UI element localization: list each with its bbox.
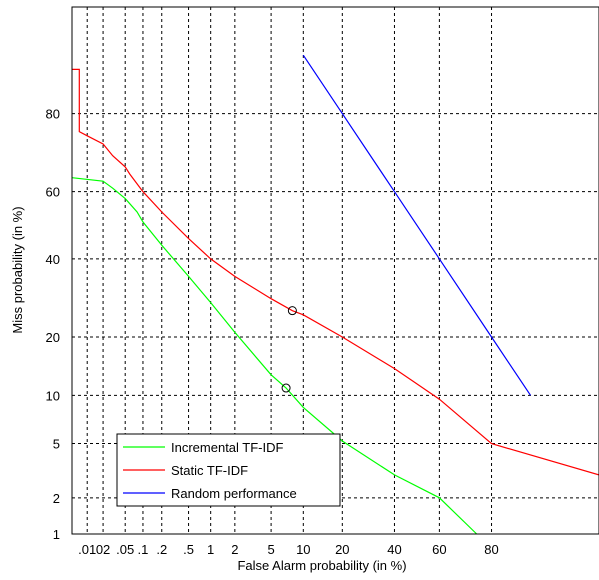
y-tick-label: 80 bbox=[46, 107, 60, 122]
x-tick-label: .05 bbox=[116, 542, 134, 557]
y-tick-labels: 1 2 5 10 20 40 60 80 bbox=[46, 107, 60, 542]
x-tick-label: 60 bbox=[432, 542, 446, 557]
operating-point-marker bbox=[287, 306, 297, 316]
x-tick-label: 2 bbox=[231, 542, 238, 557]
y-tick-label: 5 bbox=[53, 437, 60, 452]
x-tick-label: .1 bbox=[138, 542, 149, 557]
x-tick-label: .2 bbox=[156, 542, 167, 557]
legend-label: Random performance bbox=[171, 486, 297, 501]
legend-label: Incremental TF-IDF bbox=[171, 440, 284, 455]
series-layer bbox=[71, 54, 599, 535]
x-tick-label: .01 bbox=[78, 542, 96, 557]
y-axis-label: Miss probability (in %) bbox=[10, 206, 25, 333]
x-axis-label: False Alarm probability (in %) bbox=[237, 558, 406, 573]
x-tick-label: 02 bbox=[96, 542, 110, 557]
x-tick-label: 20 bbox=[335, 542, 349, 557]
y-tick-label: 60 bbox=[46, 185, 60, 200]
y-tick-label: 20 bbox=[46, 330, 60, 345]
x-tick-label: .5 bbox=[183, 542, 194, 557]
y-tick-label: 10 bbox=[46, 388, 60, 403]
y-tick-label: 1 bbox=[53, 527, 60, 542]
legend: Incremental TF-IDF Static TF-IDF Random pe… bbox=[116, 433, 341, 507]
x-tick-label: 80 bbox=[484, 542, 498, 557]
x-tick-label: 5 bbox=[267, 542, 274, 557]
legend-label: Static TF-IDF bbox=[171, 463, 248, 478]
y-tick-label: 40 bbox=[46, 252, 60, 267]
series-line-1 bbox=[71, 177, 478, 535]
y-tick-label: 2 bbox=[53, 491, 60, 506]
x-tick-label: 1 bbox=[207, 542, 214, 557]
series-line-3 bbox=[302, 54, 531, 396]
x-tick-label: 10 bbox=[296, 542, 310, 557]
plot-frame bbox=[71, 6, 599, 535]
series-line-2 bbox=[72, 68, 599, 476]
operating-point-marker bbox=[281, 383, 291, 393]
x-tick-labels: .01 02 .05 .1 .2 .5 1 2 5 10 20 40 60 80 bbox=[78, 542, 499, 557]
x-tick-label: 40 bbox=[387, 542, 401, 557]
